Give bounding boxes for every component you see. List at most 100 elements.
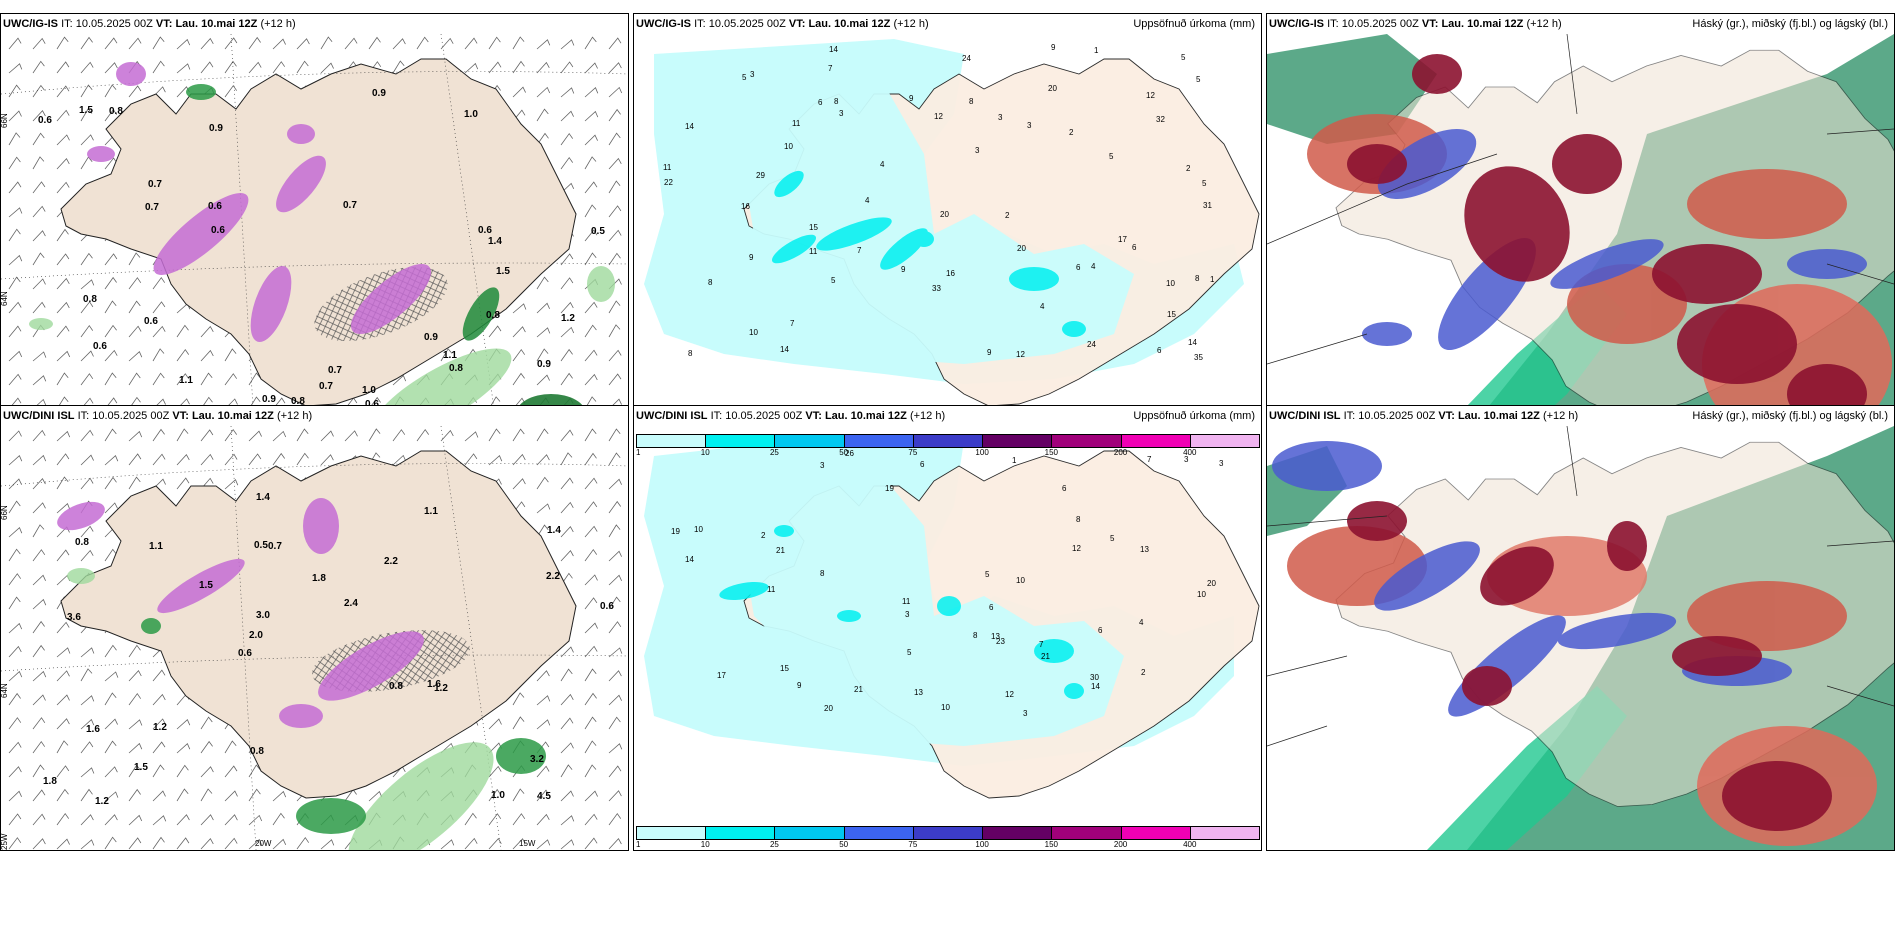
value-label: 0.8 — [486, 310, 500, 321]
value-label: 3 — [1184, 455, 1189, 464]
wind-barb — [296, 428, 309, 442]
wind-barb — [56, 158, 70, 170]
wind-barb — [224, 348, 237, 362]
colorbar-swatch — [982, 434, 1053, 448]
wind-barb — [104, 791, 119, 802]
wind-barb — [32, 84, 45, 98]
wind-barb — [392, 38, 406, 50]
value-label: 1.1 — [149, 541, 163, 552]
wind-barb — [584, 790, 598, 802]
wind-barb — [176, 38, 191, 50]
wind-barb — [56, 325, 70, 338]
lead-time: (+12 h) — [276, 410, 313, 422]
wind-barb — [56, 740, 69, 754]
wind-barb — [200, 453, 214, 466]
wind-barb — [8, 478, 22, 490]
colorbar-label: 100 — [975, 840, 989, 849]
wind-barb — [56, 788, 69, 802]
wind-barb — [128, 277, 142, 290]
wind-barb — [8, 430, 22, 442]
wind-barb — [80, 695, 95, 706]
value-label: 20 — [1048, 84, 1057, 93]
lead-time: (+12 h) — [909, 410, 946, 422]
wind-barb — [584, 87, 599, 98]
value-label: 33 — [932, 284, 941, 293]
value-label: 5 — [1196, 75, 1201, 84]
value-label: 0.6 — [365, 399, 379, 410]
wind-barb — [80, 350, 94, 362]
wind-barb — [584, 204, 597, 218]
wind-barb — [200, 429, 214, 442]
wind-barb — [560, 815, 575, 826]
value-label: 6 — [920, 460, 925, 469]
precip-value-labels: 3235487910121065582015111491481093184951… — [663, 43, 1215, 362]
value-label: 3 — [998, 113, 1003, 122]
wind-barb — [608, 86, 623, 98]
wind-barb — [584, 301, 598, 314]
wind-barb — [560, 348, 573, 362]
wind-barb — [176, 477, 190, 490]
valid-time: Lau. 10.mai 12Z — [808, 18, 891, 30]
value-label: 20 — [1017, 244, 1026, 253]
wind-barb — [56, 85, 70, 98]
wind-barb — [8, 373, 22, 386]
init-label: IT: — [1327, 18, 1339, 30]
wind-barb — [536, 765, 550, 778]
wind-barb — [464, 453, 478, 466]
wind-barb — [416, 36, 429, 50]
wind-barb — [608, 180, 621, 194]
wind-barb — [584, 452, 597, 466]
value-label: 0.7 — [343, 200, 357, 211]
value-label: 15 — [1167, 310, 1176, 319]
value-label: 10 — [694, 525, 703, 534]
wind-barb — [560, 253, 574, 266]
wind-barb — [56, 350, 71, 362]
cloud-value-labels: 4.5 3.6 1.4 0.6 2.2 1.2 0.5 1.8 1.6 1.5 1.8 1.5 0.7 2… — [43, 492, 614, 807]
wind-barb — [560, 501, 574, 514]
wind-barb — [488, 813, 502, 826]
colorbar-label: 150 — [1044, 448, 1059, 457]
wind-barb — [32, 132, 45, 146]
wind-barb — [584, 156, 597, 170]
wind-barb — [56, 621, 70, 634]
wind-barb — [32, 60, 45, 74]
value-label: 24 — [962, 54, 971, 63]
value-label: 8 — [1195, 274, 1200, 283]
value-label: 29 — [756, 171, 765, 180]
precip-title: Uppsöfnuð úrkoma (mm) — [1133, 410, 1255, 422]
wind-barb — [176, 719, 191, 730]
wind-barb — [248, 788, 261, 802]
value-label: 0.6 — [208, 201, 222, 212]
colorbar-label: 10 — [700, 840, 710, 849]
wind-barb — [128, 742, 143, 754]
wind-barb — [560, 157, 574, 170]
wind-barb — [152, 836, 165, 850]
wind-barb — [608, 478, 622, 490]
wind-barb — [56, 109, 70, 122]
wind-barb — [8, 84, 21, 98]
wind-barb — [320, 430, 334, 442]
wind-barb — [152, 453, 166, 466]
wind-barb — [248, 838, 263, 850]
value-label: 17 — [1118, 235, 1127, 244]
wind-barb — [608, 252, 621, 266]
cloud-value-labels: 0.9 0.7 0.7 0.6 0.5 0.6 0.7 0.8 0.6 0.7 0.6 0.9 0.8 0… — [38, 88, 605, 431]
value-label: 2 — [1069, 128, 1074, 137]
wind-barb — [416, 429, 430, 442]
value-label: 9 — [749, 253, 754, 262]
value-label: 19 — [885, 484, 894, 493]
value-label: 8 — [969, 97, 974, 106]
wind-barb — [560, 550, 574, 562]
wind-barb — [488, 428, 501, 442]
wind-barb — [80, 84, 93, 98]
value-label: 12 — [1072, 544, 1081, 553]
init-label: IT: — [1343, 410, 1356, 422]
colorbar-label: 1 — [636, 448, 641, 457]
wind-barb — [272, 430, 287, 442]
value-label: 13 — [991, 632, 1000, 641]
wind-barb — [80, 788, 93, 802]
wind-barb — [104, 109, 118, 122]
wind-barb — [248, 453, 262, 466]
wind-barb — [608, 37, 622, 50]
colorbar-swatch — [1189, 826, 1260, 840]
